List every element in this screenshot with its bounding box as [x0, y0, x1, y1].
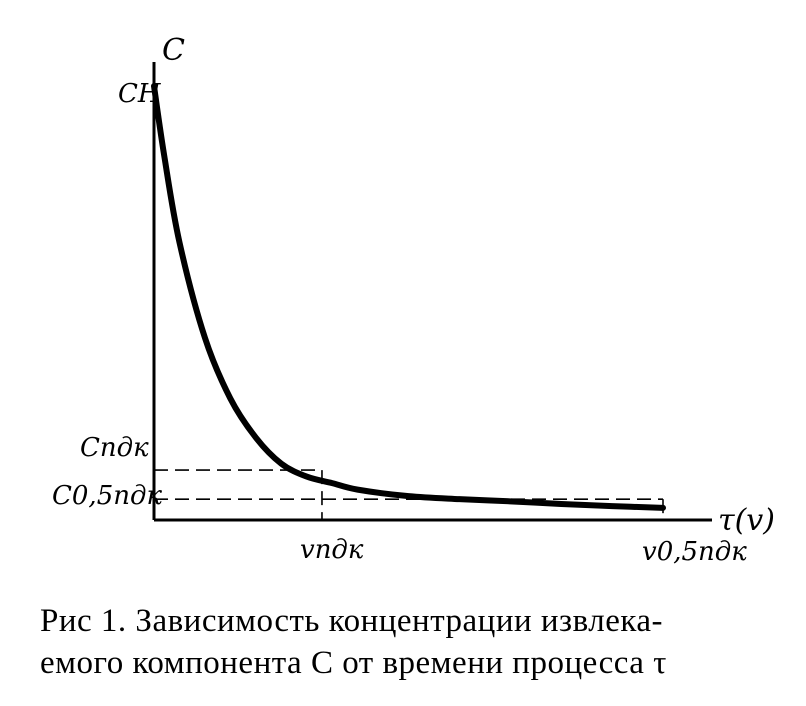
- data-point-1-6: [255, 437, 257, 439]
- y-tick-start: CН: [118, 79, 162, 109]
- y-axis-label: C: [162, 33, 185, 68]
- data-point-1-13: [509, 500, 511, 502]
- data-point-1-16: [662, 507, 664, 509]
- data-point-1-3: [178, 241, 180, 243]
- series-line-1: [151, 83, 666, 511]
- y-tick-pdk: Cпдк: [80, 433, 149, 463]
- caption-line-1: Рис 1. Зависимость концентрации извлека-: [40, 603, 664, 639]
- concentration-chart: C τ(v) CН Cпдк C0,5пдк vпдк v0,5пдк: [52, 33, 775, 567]
- chart-axes: [152, 62, 712, 522]
- figure-caption: Рис 1. Зависимость концентрации извлека-…: [40, 600, 800, 684]
- data-point-1-4: [204, 337, 206, 339]
- data-point-1-10: [357, 489, 359, 491]
- curve-group: [151, 83, 666, 511]
- data-point-1-2: [163, 154, 165, 156]
- caption-line-2: емого компонента С от времени процесса τ: [40, 645, 667, 681]
- data-point-1-5: [229, 397, 231, 399]
- y-tick-half-pdk: C0,5пдк: [52, 481, 162, 511]
- x-tick-half-pdk: v0,5пдк: [642, 537, 747, 567]
- x-tick-pdk: vпдк: [300, 535, 364, 565]
- data-point-1-8: [306, 476, 308, 478]
- data-point-1-12: [458, 498, 460, 500]
- x-axis-label: τ(v): [718, 503, 775, 538]
- data-point-1-15: [611, 505, 613, 507]
- data-point-1-14: [560, 503, 562, 505]
- data-point-1-9: [331, 482, 333, 484]
- data-point-1-1: [153, 85, 155, 87]
- data-point-1-11: [408, 495, 409, 497]
- data-point-1-7: [280, 463, 282, 465]
